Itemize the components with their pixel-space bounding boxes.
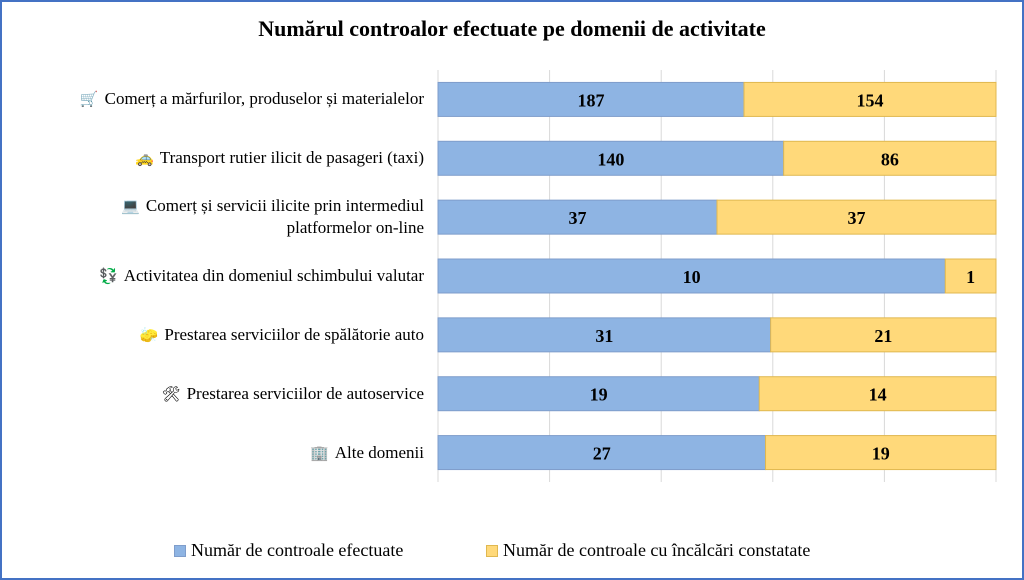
category-label-text: Alte domenii [334,442,424,462]
data-label-series-2: 37 [848,208,866,228]
category-label: 💻 Comerț și servicii ilicite prin interme… [121,195,424,239]
category-label-text: Prestarea serviciilor de spălătorie auto [164,324,424,344]
data-label-series-1: 187 [578,90,605,110]
data-label-series-1: 27 [593,444,611,464]
data-label-series-1: 37 [569,208,587,228]
data-label-series-1: 140 [597,149,624,169]
category-label-text: Activitatea din domeniul schimbului valu… [123,266,424,285]
bar-series-2 [758,376,997,412]
category-label: 💱 Activitatea din domeniul schimbului val… [99,265,424,287]
chart-title: Numărul controalor efectuate pe domenii … [258,16,766,41]
data-label-series-2: 21 [874,326,892,346]
legend-swatch-series-1 [174,544,186,557]
bar-series-1 [437,435,767,471]
bar-series-2 [783,140,997,176]
data-label-series-1: 10 [683,267,701,287]
legend-item-series-2: Număr de controale cu încălcări constata… [486,540,810,561]
category-label: 🛒 Comerț a mărfurilor, produselor și mate… [80,88,424,110]
taxi-icon: 🚕 [135,149,154,168]
data-label-series-2: 14 [869,385,887,405]
legend-item-series-1: Număr de controale efectuate [174,540,403,561]
data-label-series-1: 31 [595,326,613,346]
legend-label-series-2: Număr de controale cu încălcări constata… [503,540,811,560]
data-label-series-2: 19 [872,444,890,464]
category-label-text: platformelor on-line [286,218,424,238]
category-label: 🧽 Prestarea serviciilor de spălătorie aut… [140,324,424,346]
shopping-cart-icon: 🛒 [79,90,99,109]
category-label-text: Transport rutier ilicit de pasageri (tax… [159,148,424,168]
data-label-series-2: 1 [966,267,975,287]
tools-icon: 🛠 [161,384,181,403]
bar-series-2 [716,199,997,235]
category-label-text: Comerț a mărfurilor, produselor și mater… [104,89,424,109]
category-label-text: Comerț și servicii ilicite prin intermed… [145,196,424,216]
legend-swatch-series-2 [486,544,498,557]
bar-series-2 [770,317,997,353]
category-label: 🏢 Alte domenii [310,442,424,464]
bar-series-2 [944,258,997,294]
bar-series-2 [743,81,997,117]
bar-series-1 [437,258,946,294]
category-label: 🚕 Transport rutier ilicit de pasageri (ta… [135,147,424,169]
category-label-text: Prestarea serviciilor de autoservice [186,383,424,403]
bar-series-1 [437,317,772,353]
category-label: 🛠 Prestarea serviciilor de autoservice [162,383,424,405]
bar-series-2 [765,435,997,471]
data-label-series-2: 154 [857,90,884,110]
currency-exchange-icon: 💱 [99,267,118,285]
data-label-series-2: 86 [881,149,899,169]
legend-label-series-1: Număr de controale efectuate [191,540,404,560]
office-building-icon: 🏢 [310,443,329,462]
laptop-icon: 💻 [121,197,140,216]
sponge-icon: 🧽 [139,325,159,344]
data-label-series-1: 19 [590,385,608,405]
bar-series-1 [437,376,760,412]
